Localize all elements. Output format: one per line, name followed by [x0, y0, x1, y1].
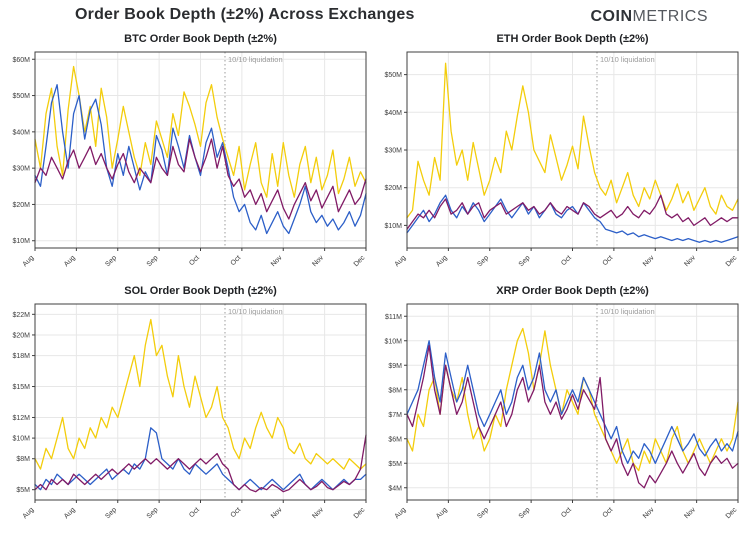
- svg-text:$4M: $4M: [388, 485, 402, 492]
- svg-text:Dec: Dec: [353, 506, 367, 520]
- chart-plot-eth: Aug Aug Sep Sep Oct Oct Nov Nov Dec $10M $20M $30M $…: [380, 46, 742, 282]
- svg-text:$7M: $7M: [388, 412, 402, 419]
- svg-text:Nov: Nov: [270, 506, 284, 520]
- svg-text:$40M: $40M: [12, 129, 30, 136]
- svg-text:Sep: Sep: [146, 254, 160, 268]
- svg-text:Oct: Oct: [230, 254, 243, 267]
- svg-text:Sep: Sep: [476, 506, 490, 520]
- svg-text:Nov: Nov: [683, 506, 697, 520]
- svg-text:$5M: $5M: [388, 461, 402, 468]
- svg-text:$8M: $8M: [388, 387, 402, 394]
- svg-text:Aug: Aug: [394, 506, 408, 520]
- svg-text:Oct: Oct: [602, 506, 615, 519]
- svg-text:$30M: $30M: [384, 148, 402, 155]
- svg-text:$15M: $15M: [12, 384, 30, 391]
- svg-text:$11M: $11M: [385, 314, 402, 321]
- svg-text:$60M: $60M: [12, 57, 30, 64]
- chart-plot-sol: Aug Aug Sep Sep Oct Oct Nov Nov Dec $5M $8M $10M $12…: [8, 298, 370, 534]
- chart-canvas-sol: Aug Aug Sep Sep Oct Oct Nov Nov Dec $5M $8M $10M $12…: [12, 303, 367, 520]
- svg-text:Dec: Dec: [725, 506, 739, 520]
- svg-text:$10M: $10M: [384, 338, 402, 345]
- svg-text:Nov: Nov: [642, 254, 656, 268]
- svg-text:$18M: $18M: [12, 353, 30, 360]
- chart-title-btc: BTC Order Book Depth (±2%): [124, 33, 277, 45]
- chart-btc: BTC Order Book Depth (±2%) Aug Aug Sep Sep O…: [8, 32, 370, 282]
- svg-text:$20M: $20M: [384, 185, 402, 192]
- svg-text:Nov: Nov: [311, 254, 325, 268]
- svg-text:10/10 liquidation: 10/10 liquidation: [228, 307, 283, 316]
- chart-eth: ETH Order Book Depth (±2%) Aug Aug Sep Sep O…: [380, 32, 742, 282]
- svg-text:$10M: $10M: [384, 223, 402, 230]
- svg-text:$22M: $22M: [12, 312, 30, 319]
- svg-text:Oct: Oct: [602, 254, 615, 267]
- svg-text:$30M: $30M: [12, 166, 30, 173]
- chart-canvas-eth: Aug Aug Sep Sep Oct Oct Nov Nov Dec $10M $20M $30M $…: [384, 51, 739, 268]
- svg-text:Oct: Oct: [188, 506, 201, 519]
- svg-text:Aug: Aug: [63, 254, 77, 268]
- svg-text:Aug: Aug: [435, 506, 449, 520]
- svg-text:10/10 liquidation: 10/10 liquidation: [600, 55, 655, 64]
- logo-metrics: METRICS: [632, 8, 708, 25]
- chart-canvas-xrp: Aug Aug Sep Sep Oct Oct Nov Nov Dec $4M $5M $6M $7M $…: [384, 303, 739, 520]
- svg-text:Nov: Nov: [311, 506, 325, 520]
- svg-text:$12M: $12M: [12, 415, 30, 422]
- coinmetrics-logo: COINMETRICS: [591, 8, 709, 26]
- svg-text:Sep: Sep: [104, 506, 118, 520]
- svg-text:Aug: Aug: [22, 506, 36, 520]
- svg-text:Oct: Oct: [230, 506, 243, 519]
- svg-text:Nov: Nov: [270, 254, 284, 268]
- svg-text:Aug: Aug: [22, 254, 36, 268]
- svg-text:Nov: Nov: [642, 506, 656, 520]
- svg-text:Sep: Sep: [476, 254, 490, 268]
- chart-title-sol: SOL Order Book Depth (±2%): [124, 285, 277, 297]
- chart-title-eth: ETH Order Book Depth (±2%): [496, 33, 649, 45]
- svg-text:Aug: Aug: [435, 254, 449, 268]
- chart-canvas-btc: Aug Aug Sep Sep Oct Oct Nov Nov Dec $10M $20M $30M $…: [12, 51, 367, 268]
- svg-text:$8M: $8M: [16, 456, 30, 463]
- svg-text:Oct: Oct: [188, 254, 201, 267]
- svg-text:$9M: $9M: [388, 363, 402, 370]
- svg-text:10/10 liquidation: 10/10 liquidation: [600, 307, 655, 316]
- svg-text:Aug: Aug: [63, 506, 77, 520]
- chart-plot-xrp: Aug Aug Sep Sep Oct Oct Nov Nov Dec $4M $5M $6M $7M $…: [380, 298, 742, 534]
- svg-text:$50M: $50M: [12, 93, 30, 100]
- svg-text:Sep: Sep: [104, 254, 118, 268]
- svg-text:$10M: $10M: [12, 238, 30, 245]
- svg-text:$5M: $5M: [16, 487, 30, 494]
- logo-coin: COIN: [590, 8, 633, 25]
- svg-text:Sep: Sep: [518, 254, 532, 268]
- svg-text:Oct: Oct: [560, 506, 573, 519]
- svg-text:Sep: Sep: [146, 506, 160, 520]
- svg-text:Nov: Nov: [683, 254, 697, 268]
- svg-text:$50M: $50M: [384, 72, 402, 79]
- chart-plot-btc: Aug Aug Sep Sep Oct Oct Nov Nov Dec $10M $20M $30M $…: [8, 46, 370, 282]
- chart-title-xrp: XRP Order Book Depth (±2%): [496, 285, 649, 297]
- svg-text:$40M: $40M: [384, 110, 402, 117]
- svg-text:Sep: Sep: [518, 506, 532, 520]
- svg-text:Dec: Dec: [725, 254, 739, 268]
- chart-xrp: XRP Order Book Depth (±2%) Aug Aug Sep Sep O…: [380, 284, 742, 534]
- svg-text:Aug: Aug: [394, 254, 408, 268]
- svg-text:$10M: $10M: [12, 436, 30, 443]
- svg-text:Dec: Dec: [353, 254, 367, 268]
- svg-text:Oct: Oct: [560, 254, 573, 267]
- page-title: Order Book Depth (±2%) Across Exchanges: [75, 6, 415, 23]
- svg-text:$20M: $20M: [12, 332, 30, 339]
- chart-sol: SOL Order Book Depth (±2%) Aug Aug Sep Sep O…: [8, 284, 370, 534]
- svg-text:10/10 liquidation: 10/10 liquidation: [228, 55, 283, 64]
- svg-text:$6M: $6M: [388, 436, 402, 443]
- svg-text:$20M: $20M: [12, 202, 30, 209]
